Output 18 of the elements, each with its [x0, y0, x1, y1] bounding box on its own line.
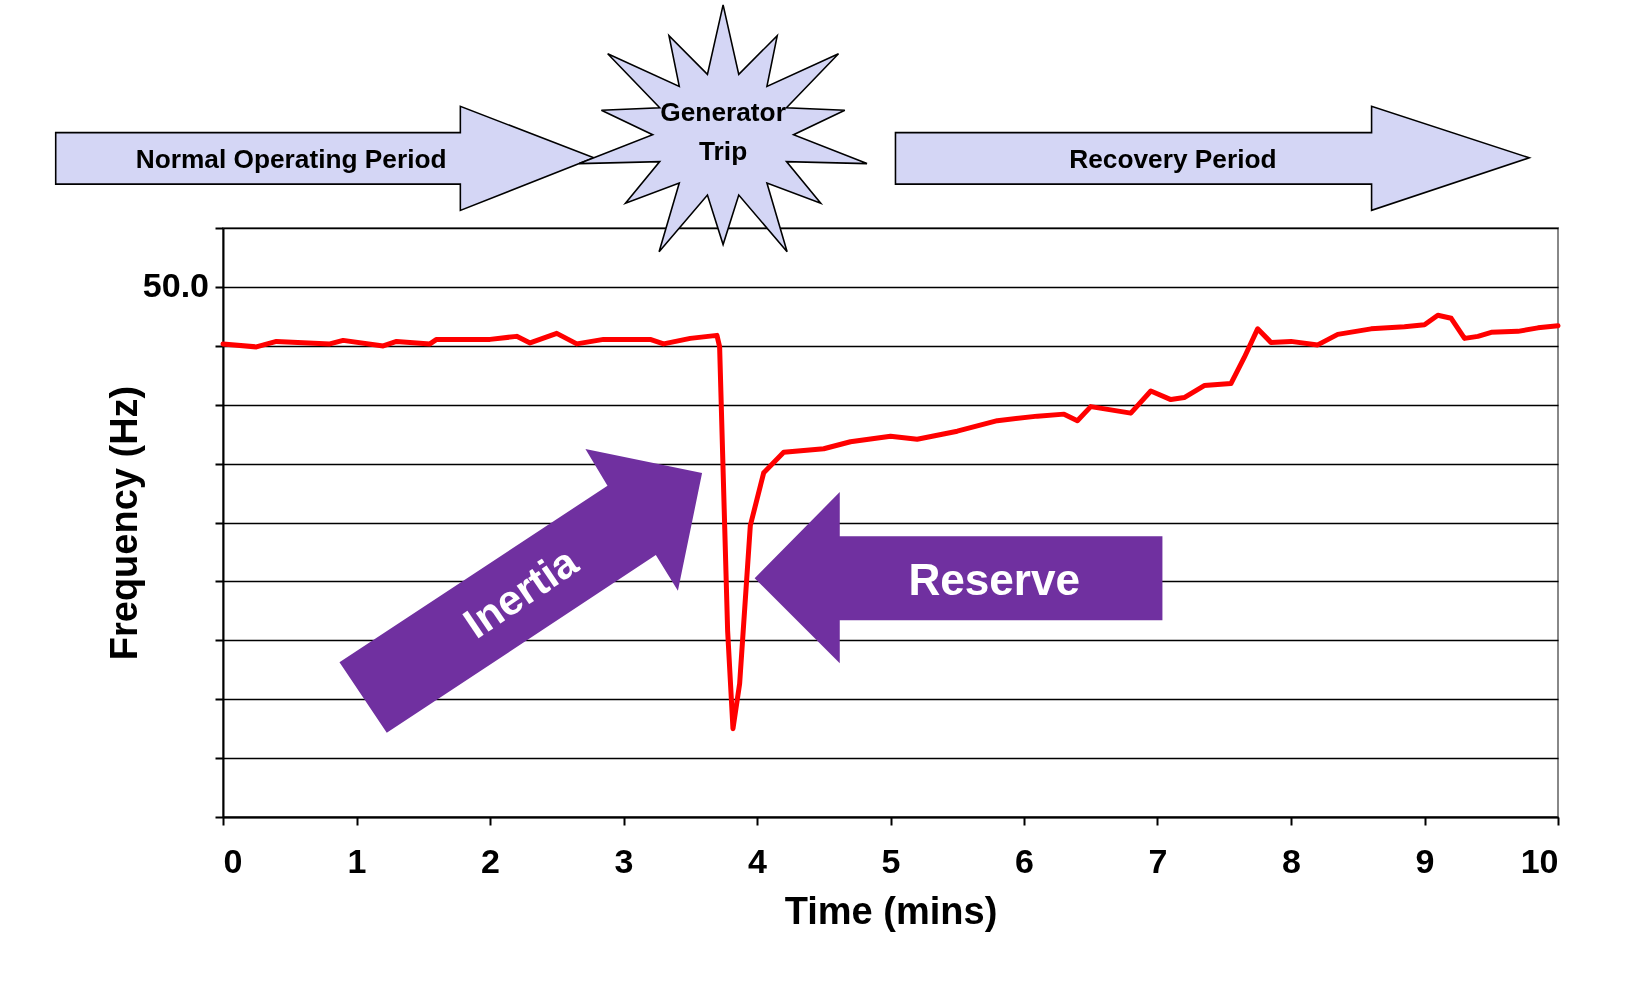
text: 50.0 [142, 265, 209, 304]
x-tick-label: 10 [1520, 841, 1559, 880]
text: Generator Trip [660, 97, 786, 166]
x-tick-label: 2 [481, 841, 500, 880]
x-tick-label: 4 [748, 841, 768, 880]
text: Normal Operating Period [135, 144, 447, 175]
annotation: Reserve [908, 555, 1081, 605]
x-tick-label: 6 [1015, 841, 1034, 880]
x-tick-label: 9 [1415, 841, 1435, 880]
x-tick-label: 3 [614, 841, 634, 880]
x-tick-label: 7 [1148, 841, 1168, 880]
x-tick-label: 0 [223, 841, 243, 880]
x-tick-label: 1 [347, 841, 367, 880]
y-axis-title: Frequency (Hz) [102, 385, 145, 661]
x-axis-title: Time (mins) [784, 889, 998, 932]
text: Recovery Period [1069, 144, 1277, 175]
x-tick-label: 5 [881, 841, 901, 880]
x-tick-label: 8 [1282, 841, 1301, 880]
